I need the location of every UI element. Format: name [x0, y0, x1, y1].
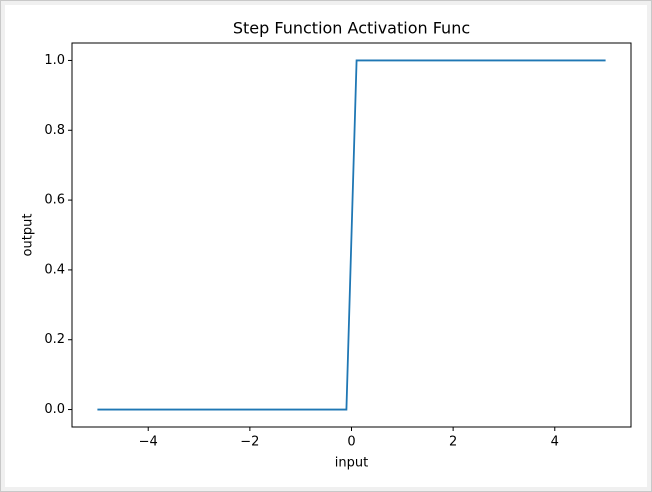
x-tick-label: 2	[449, 435, 457, 450]
line-series	[97, 59, 606, 411]
x-tick-label: 4	[551, 435, 559, 450]
figure-background	[5, 5, 647, 487]
x-tick-label: −2	[240, 435, 259, 450]
x-axis-label: input	[335, 456, 368, 471]
y-axis-label: output	[21, 214, 36, 257]
y-tick-label: 0.8	[44, 123, 65, 138]
y-tick-label: 1.0	[44, 53, 65, 68]
y-tick-label: 0.6	[44, 193, 65, 208]
y-tick-label: 0.0	[44, 402, 65, 417]
plot-frame	[71, 42, 632, 428]
y-tick-label: 0.2	[44, 332, 65, 347]
y-tick-label: 0.4	[44, 262, 65, 277]
chart-title: Step Function Activation Func	[233, 19, 470, 38]
x-tick-label: −4	[139, 435, 158, 450]
x-tick-label: 0	[347, 435, 355, 450]
